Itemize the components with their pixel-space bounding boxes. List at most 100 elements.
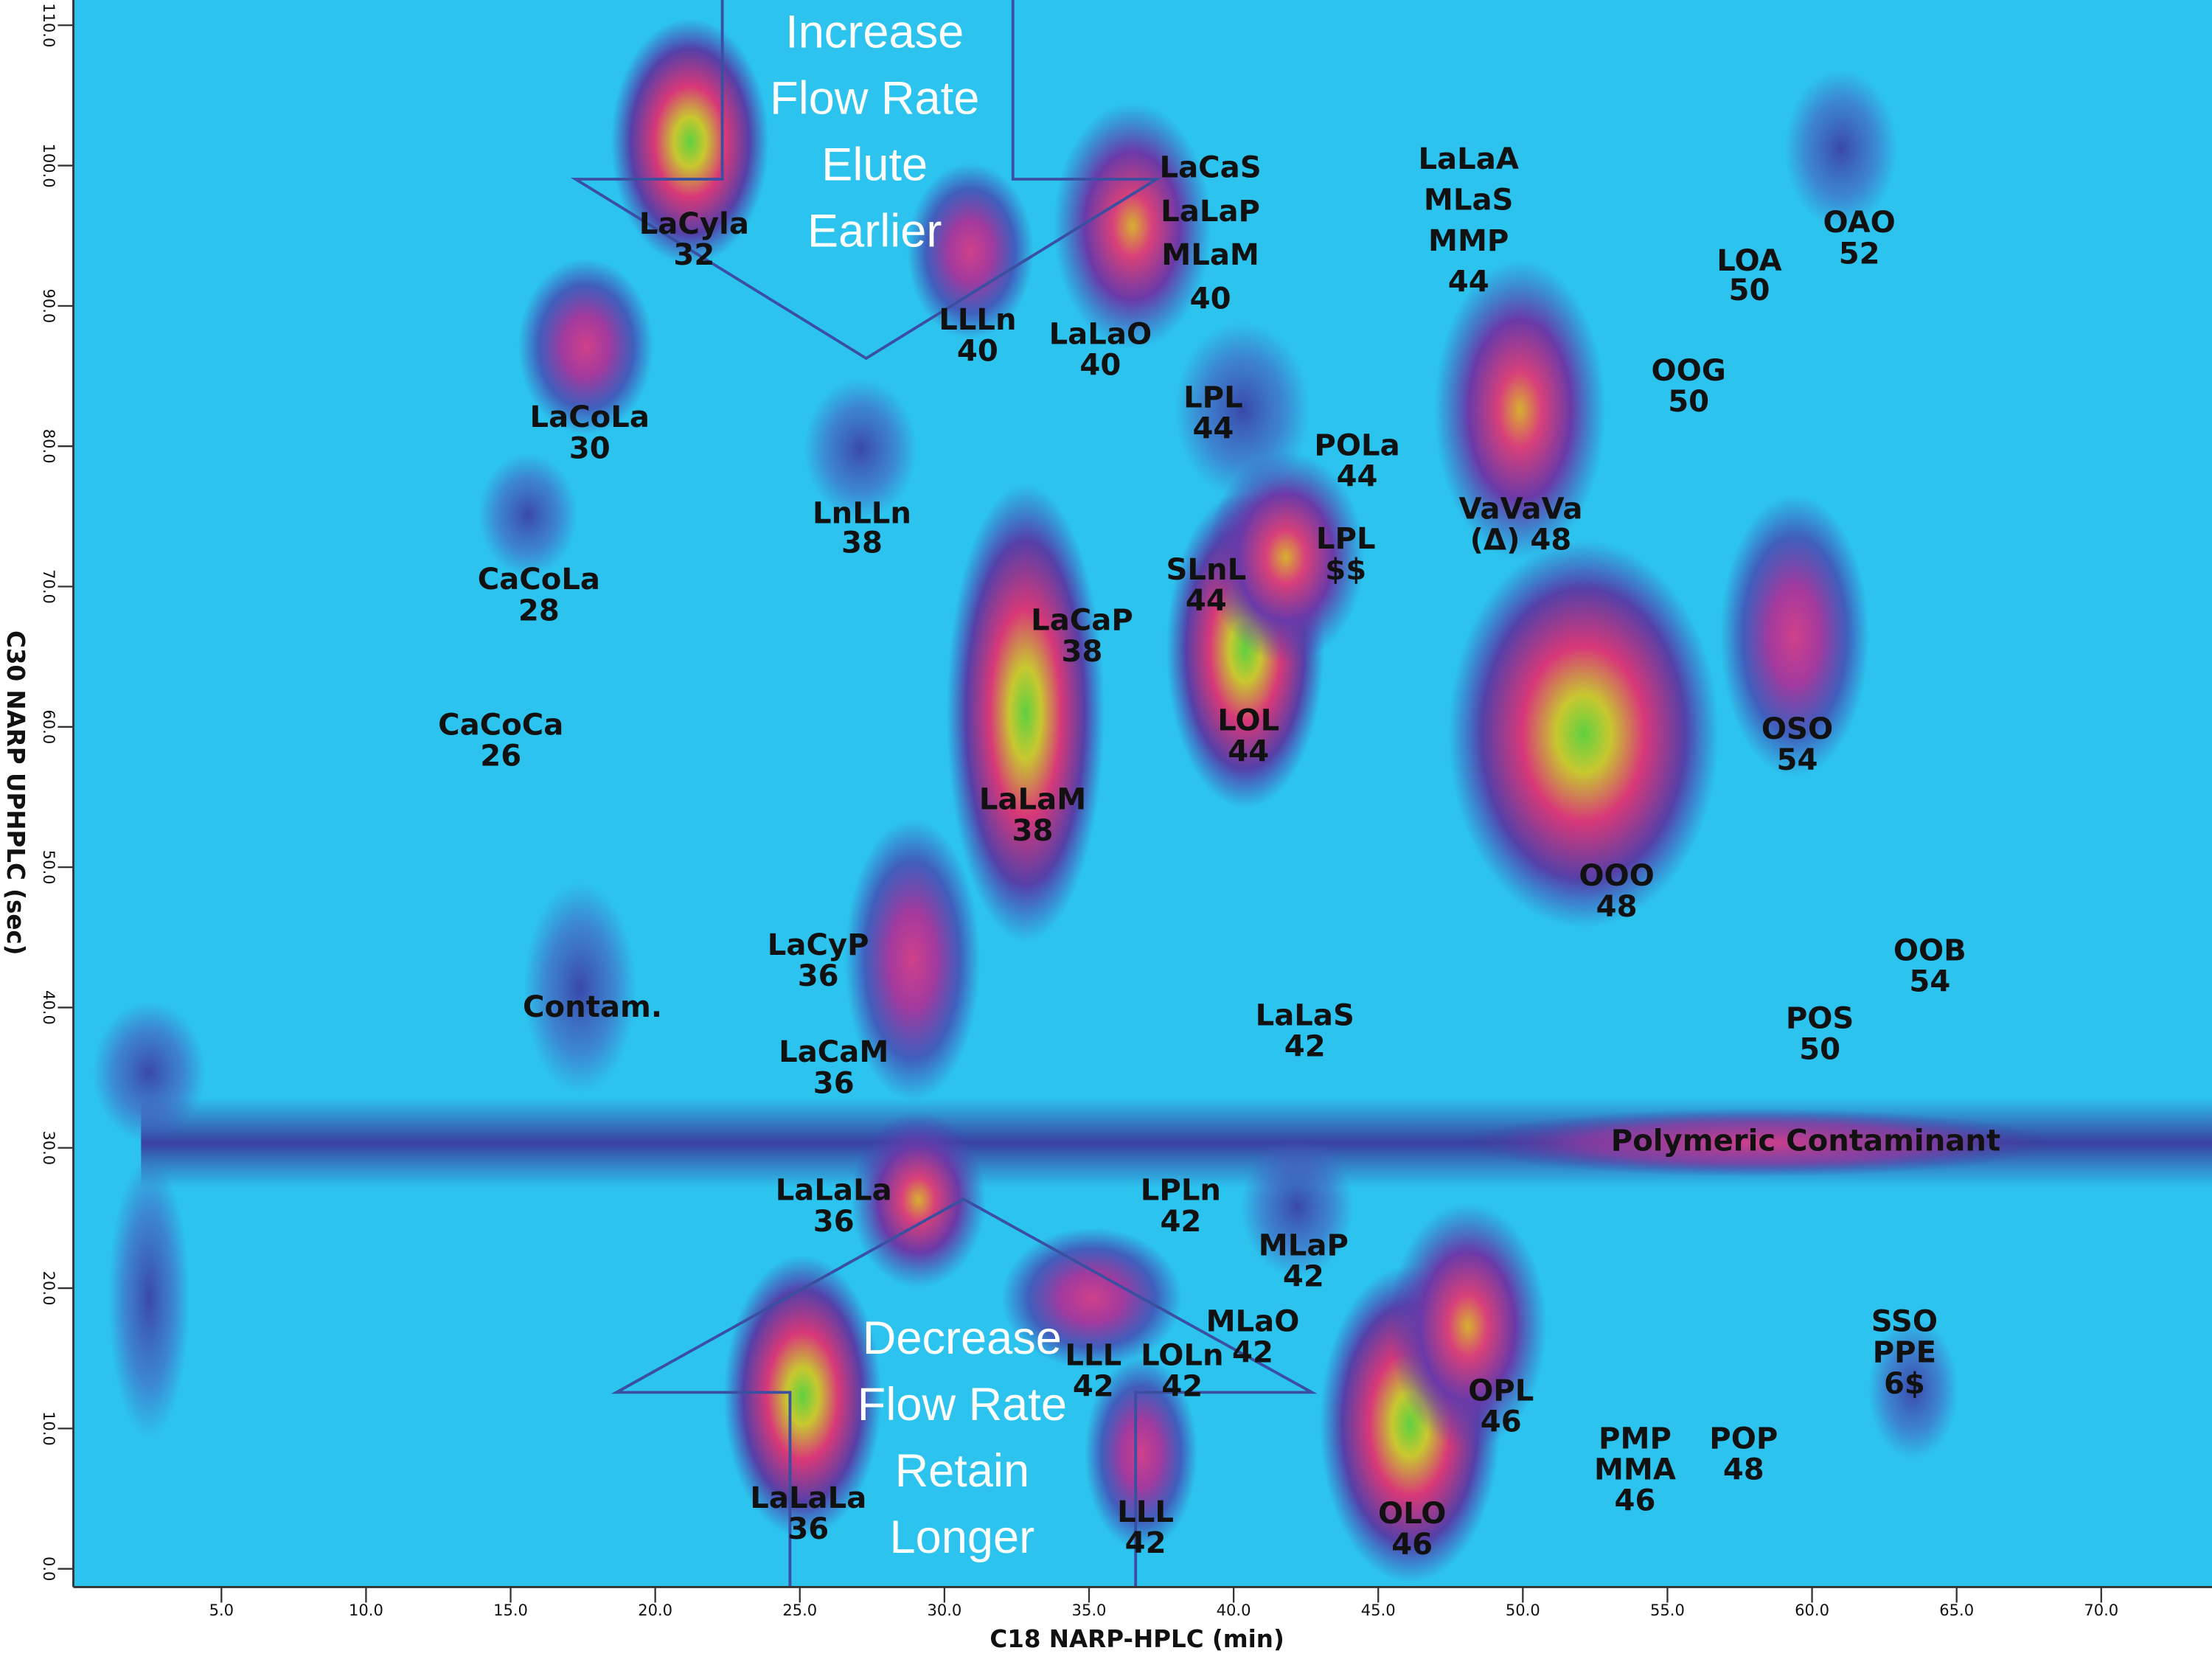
y-axis-title: C30 NARP UPHPLC (sec)	[1, 630, 29, 956]
x-tick-label: 25.0	[782, 1601, 817, 1619]
peak-label: 54	[1777, 743, 1818, 777]
peak	[1240, 1136, 1354, 1278]
peak-label: MMP	[1428, 224, 1509, 258]
peak-label: 50	[1729, 274, 1770, 307]
peak-label: 48	[1723, 1453, 1764, 1487]
peak-label: 6$	[1884, 1367, 1925, 1401]
peak-label: LaCaS	[1159, 151, 1261, 185]
peak-label: OOO	[1579, 859, 1654, 893]
peak-label: LLL	[1065, 1339, 1121, 1373]
peak-label: 36	[813, 1205, 855, 1239]
peak-label: 40	[1079, 348, 1121, 382]
peak	[1434, 260, 1606, 560]
peak-label: LPL	[1316, 522, 1376, 556]
peak	[1206, 451, 1365, 664]
peak	[1719, 494, 1870, 777]
peak-label: LaCyP	[768, 928, 869, 962]
y-tick-label: 0.0	[40, 1557, 58, 1581]
peak	[518, 258, 654, 435]
x-tick-label: 35.0	[1072, 1601, 1107, 1619]
peak-label: SSO	[1871, 1305, 1938, 1339]
peak	[1448, 540, 1719, 928]
peak	[1868, 1318, 1959, 1460]
peak	[1085, 1357, 1198, 1551]
peak-label: MLaS	[1424, 184, 1514, 218]
y-tick-label: 80.0	[40, 429, 58, 464]
peak-label: OOG	[1652, 354, 1726, 388]
x-tick-label: 70.0	[2084, 1601, 2118, 1619]
peak-label: PPE	[1873, 1336, 1936, 1370]
flow-note: Earlier	[807, 205, 942, 257]
peak-label: 46	[1481, 1405, 1522, 1439]
peak-label: 30	[569, 431, 611, 465]
peak-label: OSO	[1761, 712, 1833, 746]
increase-arrow	[570, 0, 1162, 361]
peak-label: SLnL	[1166, 553, 1246, 587]
peak	[524, 882, 637, 1094]
peak-label: 54	[1909, 965, 1950, 999]
peak	[804, 378, 917, 520]
y-tick-label: 110.0	[40, 3, 58, 47]
peak-label: LaLaLa	[750, 1481, 866, 1515]
contaminant-band-core	[1460, 1108, 2053, 1177]
peak-label: 40	[1190, 282, 1231, 316]
peak-label: LaLaM	[979, 783, 1086, 817]
peak-label: MLaM	[1161, 238, 1259, 272]
peak	[723, 1255, 882, 1537]
x-axis-title: C18 NARP-HPLC (min)	[990, 1625, 1284, 1653]
x-tick-label: 55.0	[1650, 1601, 1685, 1619]
x-tick-label: 50.0	[1506, 1601, 1540, 1619]
peak-label: 48	[1596, 890, 1638, 924]
flow-note: Flow Rate	[770, 72, 979, 124]
peak	[1388, 1203, 1547, 1450]
peak	[844, 818, 981, 1102]
peak-label: VaVaVa	[1459, 493, 1583, 526]
peak-label: LOLn	[1141, 1339, 1223, 1373]
peak-label: 44	[1192, 412, 1234, 446]
peak-label: 52	[1839, 237, 1880, 271]
peak-label: 44	[1337, 460, 1378, 494]
peak-label: OLO	[1378, 1497, 1446, 1531]
x-tick-label: 10.0	[349, 1601, 383, 1619]
flow-note: Decrease	[863, 1312, 1062, 1364]
peak-label: 46	[1615, 1484, 1656, 1518]
peak-label: 38	[1062, 635, 1103, 669]
peak-label: LPLn	[1141, 1174, 1221, 1208]
peak	[1784, 69, 1898, 229]
peak-label: LaLaLa	[776, 1174, 892, 1208]
y-tick-label: 70.0	[40, 569, 58, 604]
peak-label: LLLn	[939, 303, 1016, 337]
peak-label: 40	[957, 334, 998, 368]
flow-note: Elute	[821, 139, 928, 190]
flow-note: Retain	[895, 1445, 1029, 1497]
flow-note: Longer	[890, 1512, 1035, 1563]
peak	[1053, 102, 1211, 349]
peak-label: 42	[1125, 1526, 1166, 1560]
peak-label: 36	[798, 959, 839, 993]
peak-label: LaLaO	[1049, 317, 1152, 351]
y-tick-label: 50.0	[40, 850, 58, 885]
peak-label: LLL	[1117, 1495, 1174, 1529]
decrease-arrow	[611, 1197, 1318, 1587]
y-tick-label: 40.0	[40, 990, 58, 1025]
peak-label: 42	[1161, 1370, 1203, 1404]
peak-label: LPL	[1183, 380, 1243, 414]
peak-label: 28	[518, 594, 560, 627]
peak-label: 44	[1448, 265, 1489, 299]
peak-label: LaLaA	[1418, 142, 1518, 176]
peak-label: 38	[841, 526, 883, 560]
x-tick-label: 40.0	[1217, 1601, 1251, 1619]
peak	[946, 483, 1105, 942]
peak-label: CaCoLa	[478, 563, 600, 597]
peak-label: 26	[480, 739, 521, 773]
peak-label: OOB	[1893, 933, 1966, 967]
peak-label: OPL	[1468, 1374, 1534, 1408]
y-tick-label: 10.0	[40, 1411, 58, 1446]
peaks	[92, 18, 1959, 1583]
peak	[478, 453, 578, 577]
peak-label: POLa	[1314, 429, 1399, 463]
x-tick-label: 30.0	[927, 1601, 961, 1619]
peak-label: LaCoLa	[530, 400, 650, 434]
x-tick-label: 20.0	[638, 1601, 672, 1619]
peak-label: $$	[1325, 553, 1366, 587]
